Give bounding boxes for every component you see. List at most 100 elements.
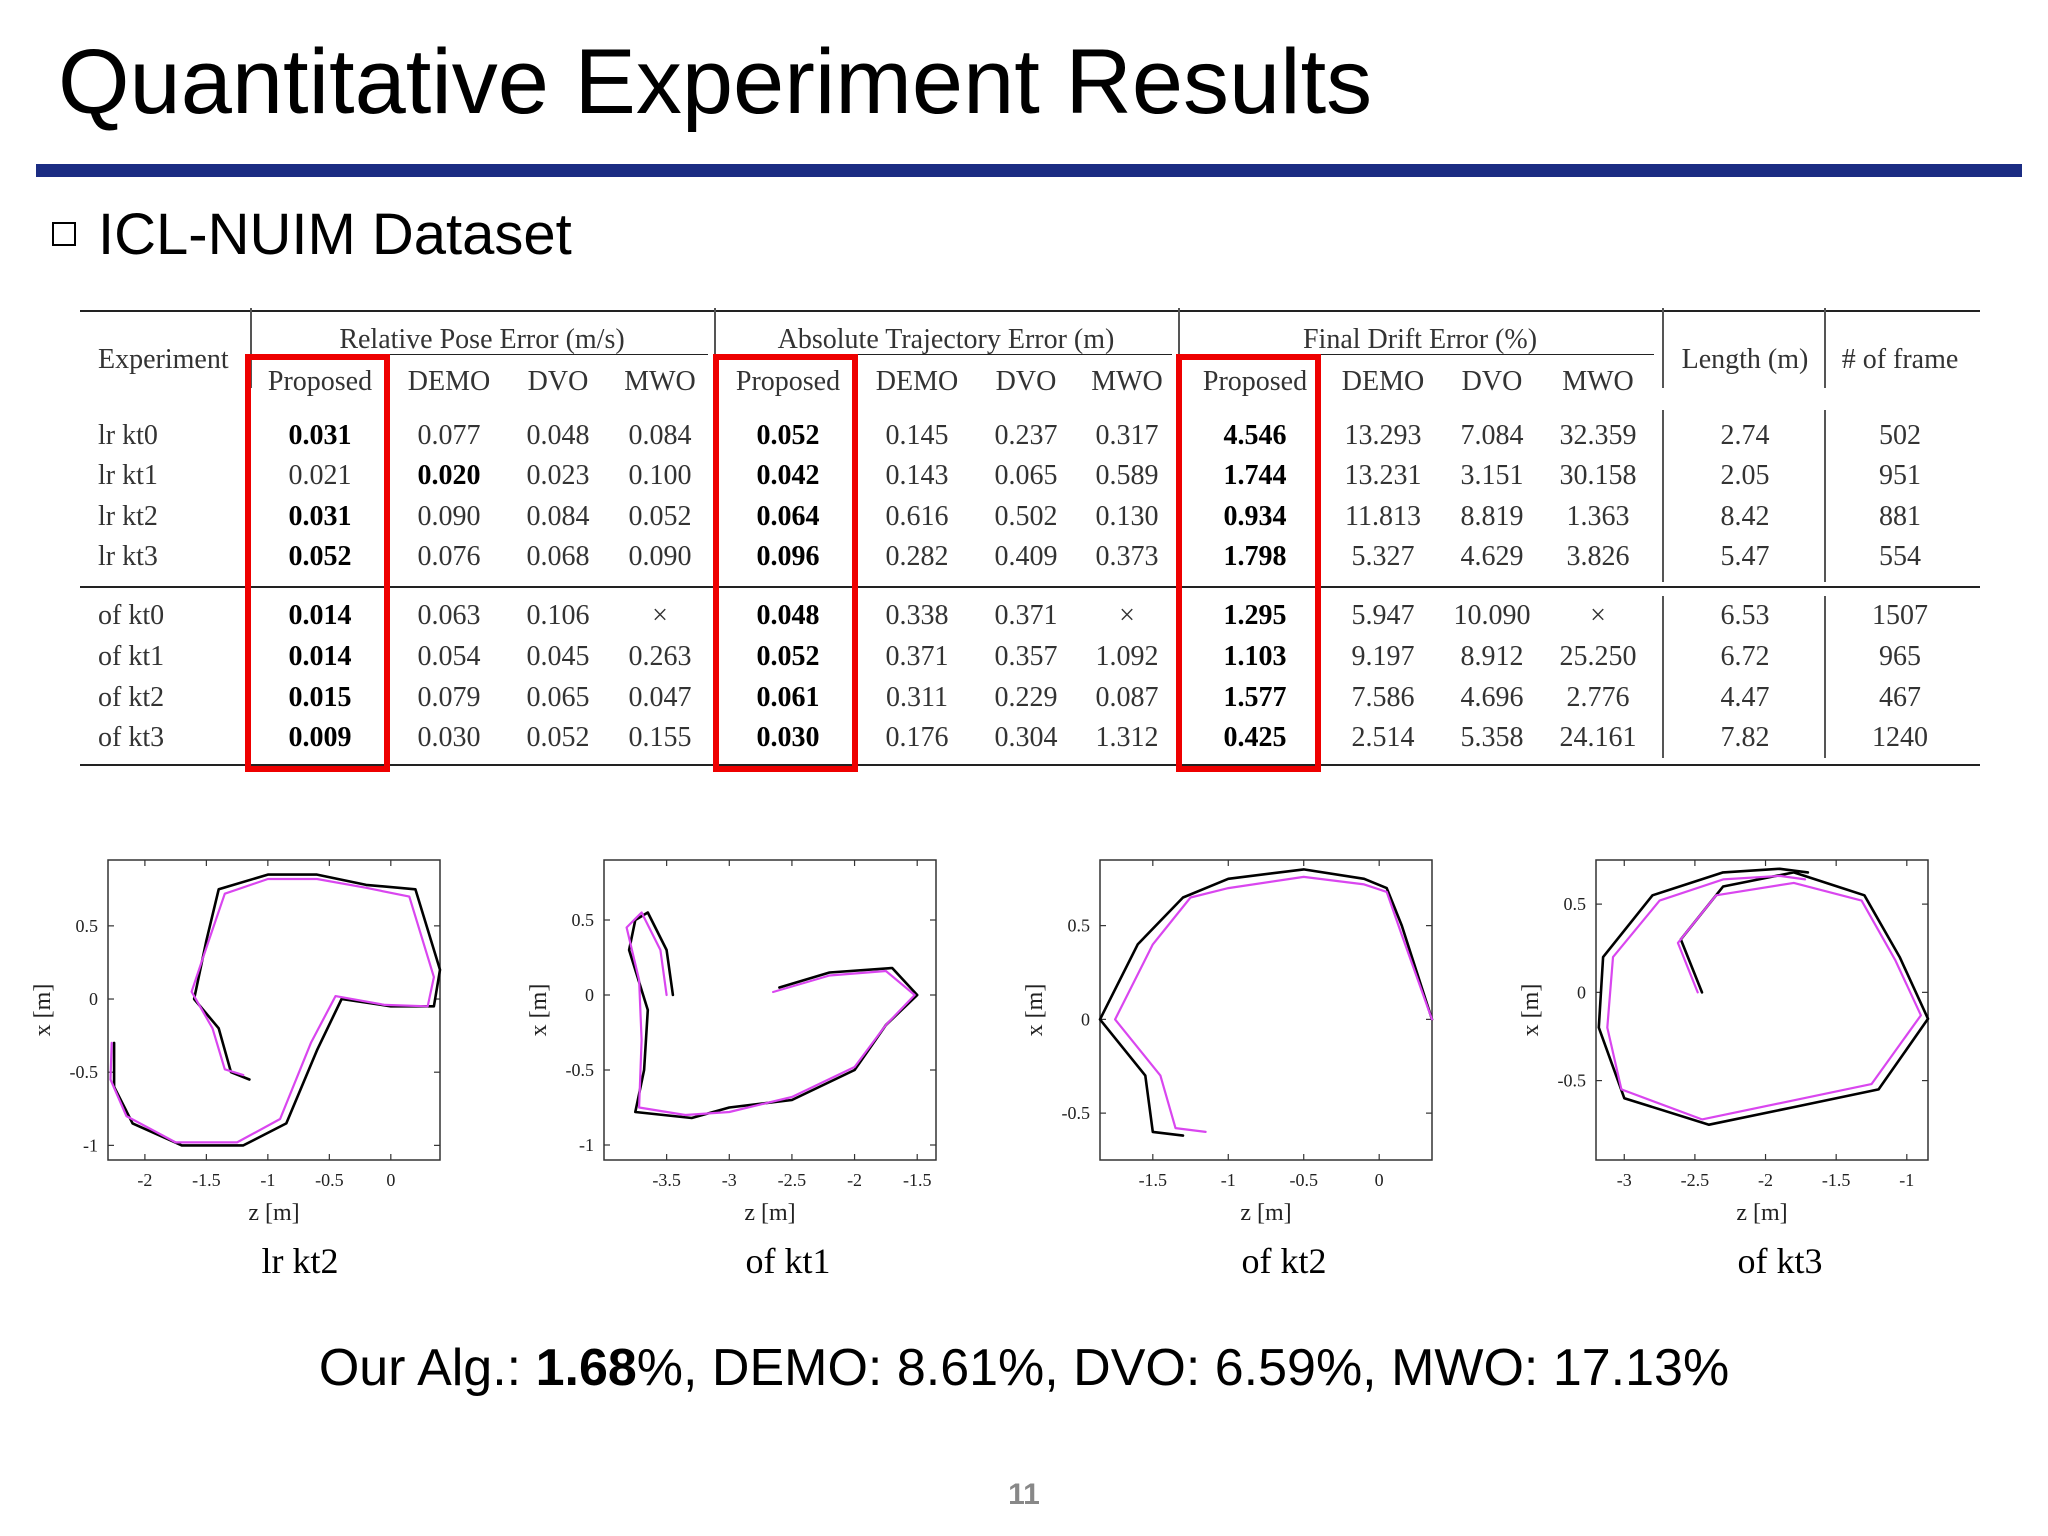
table-cell: 0.077	[417, 420, 481, 451]
table-cell: 2.05	[1720, 460, 1770, 491]
table-column-divider	[714, 308, 716, 388]
table-cell: 1.295	[1223, 600, 1287, 631]
table-cell: 0.106	[526, 600, 590, 631]
table-cell: 0.048	[756, 600, 820, 631]
table-cell: 502	[1879, 420, 1921, 451]
method-header-dvo: DVO	[1461, 366, 1523, 397]
x-tick-label: -0.5	[315, 1170, 344, 1190]
method-header-proposed: Proposed	[1202, 366, 1308, 397]
x-tick-label: 0	[386, 1170, 395, 1190]
table-cell: 10.090	[1453, 600, 1531, 631]
table-cell: 0.063	[417, 600, 481, 631]
y-tick-label: -0.5	[566, 1060, 595, 1080]
x-tick-label: 0	[1375, 1170, 1384, 1190]
table-cell: 881	[1879, 501, 1921, 532]
table-cell: 0.031	[288, 501, 352, 532]
x-tick-label: -1	[1899, 1170, 1914, 1190]
table-cell: 0.047	[628, 682, 692, 713]
table-cell: 3.826	[1566, 541, 1630, 572]
method-header-dvo: DVO	[995, 366, 1057, 397]
table-cell: 0.090	[628, 541, 692, 572]
table-cell: 0.052	[756, 641, 820, 672]
table-cell: 4.696	[1460, 682, 1524, 713]
row-name: of kt3	[98, 722, 165, 753]
summary-line: Our Alg.: 1.68%, DEMO: 8.61%, DVO: 6.59%…	[0, 1336, 2048, 1400]
table-cell: 0.030	[417, 722, 481, 753]
method-header-proposed: Proposed	[267, 366, 373, 397]
plot-title-4: of kt3	[1737, 1241, 1823, 1281]
y-tick-label: 0.5	[572, 910, 595, 930]
experiment-header: Experiment	[98, 344, 229, 375]
table-cell: 1.798	[1223, 541, 1287, 572]
table-cell: 554	[1879, 541, 1921, 572]
table-cell: 0.042	[756, 460, 820, 491]
bullet-dataset-label: ICL-NUIM Dataset	[98, 202, 572, 267]
x-tick-label: -3	[1617, 1170, 1632, 1190]
trajectory-svg: -1.5 -1 -0.5 0 0.5 0 -0.5 z [m] x [m]	[1022, 859, 1434, 1226]
x-tick-label: -3	[722, 1170, 737, 1190]
trajectory-svg: -3.5 -3 -2.5 -2 -1.5 0.5 0 -0.5 -1 z [m] x [m]	[526, 859, 937, 1226]
ground-truth-trajectory	[1098, 868, 1434, 1137]
y-tick-label: -1	[83, 1135, 98, 1155]
x-tick-label: -2.5	[778, 1170, 807, 1190]
table-column-divider	[1824, 596, 1826, 758]
table-cell: 9.197	[1351, 641, 1415, 672]
trajectory-svg: -3 -2.5 -2 -1.5 -1 0.5 0 -0.5 z [m] x [m]	[1518, 859, 1930, 1226]
table-cell: 0.282	[885, 541, 949, 572]
bullet-square-icon	[52, 222, 76, 246]
table-cell: 0.589	[1095, 460, 1159, 491]
table-column-divider	[1662, 308, 1664, 388]
method-header-dvo: DVO	[527, 366, 589, 397]
table-group-underline	[250, 354, 708, 355]
table-cell: 30.158	[1559, 460, 1637, 491]
table-cell: 0.014	[288, 600, 352, 631]
table-cell: 4.546	[1223, 420, 1287, 451]
table-cell: 1.363	[1566, 501, 1630, 532]
table-cell: 467	[1879, 682, 1921, 713]
group-header: Final Drift Error (%)	[1302, 324, 1538, 355]
plot-title-3: of kt2	[1241, 1241, 1327, 1281]
estimated-trajectory	[625, 911, 916, 1117]
row-name: of kt2	[98, 682, 165, 713]
table-cell: 0.061	[756, 682, 820, 713]
estimated-trajectory	[1606, 874, 1922, 1121]
table-cell: 0.030	[756, 722, 820, 753]
table-top-rule	[80, 310, 1980, 312]
table-cell: 0.143	[885, 460, 949, 491]
method-header-proposed: Proposed	[735, 366, 841, 397]
y-tick-label: 0	[1081, 1009, 1090, 1029]
trajectory-svg: -2 -1.5 -1 -0.5 0 0.5 0 -0.5 -1 z [m] x [m]	[30, 859, 442, 1226]
table-cell: 0.357	[994, 641, 1058, 672]
y-axis-label: x [m]	[30, 984, 56, 1037]
y-tick-label: 0.5	[1068, 916, 1091, 936]
plot-title-2: of kt1	[745, 1241, 831, 1281]
method-header-demo: DEMO	[875, 366, 959, 397]
table-cell: 965	[1879, 641, 1921, 672]
ground-truth-trajectory	[627, 911, 919, 1120]
table-cell: 7.084	[1460, 420, 1524, 451]
table-cell: 0.090	[417, 501, 481, 532]
table-group-underline	[1178, 354, 1654, 355]
table-cell: 0.052	[288, 541, 352, 572]
y-tick-label: 0.5	[76, 916, 99, 936]
table-cell: 0.076	[417, 541, 481, 572]
table-cell: 0.054	[417, 641, 481, 672]
table-cell: 6.72	[1720, 641, 1770, 672]
table-cell: 0.237	[994, 420, 1058, 451]
y-axis-label: x [m]	[526, 984, 552, 1037]
title-rule	[36, 164, 2022, 177]
table-cell: 0.084	[628, 420, 692, 451]
table-cell: 2.74	[1720, 420, 1770, 451]
table-cell: 0.934	[1223, 501, 1287, 532]
row-name: lr kt2	[98, 501, 158, 532]
table-cell: 0.048	[526, 420, 590, 451]
table-cell: 0.065	[994, 460, 1058, 491]
table-cell: 0.100	[628, 460, 692, 491]
y-tick-label: 0.5	[1564, 894, 1587, 914]
table-column-divider	[250, 308, 252, 388]
table-cell: 0.023	[526, 460, 590, 491]
table-column-divider	[1824, 410, 1826, 582]
row-name: of kt0	[98, 600, 165, 631]
table-cell: 0.020	[417, 460, 481, 491]
table-cell: 0.263	[628, 641, 692, 672]
